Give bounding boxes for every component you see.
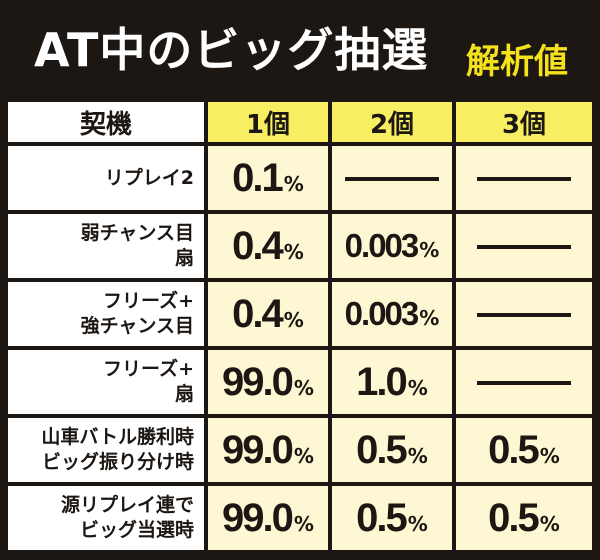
percent-unit: %	[293, 443, 314, 468]
probability-value: 0.003	[344, 227, 420, 264]
table-row: フリーズ+ 扇 99.0% 1.0%	[8, 350, 592, 414]
row-label-line: 扇	[174, 383, 194, 405]
value-cell	[456, 146, 592, 210]
dash-mark	[477, 381, 571, 385]
probability-value: 0.1	[232, 155, 284, 200]
probability-value: 0.5	[488, 495, 540, 540]
percent-unit: %	[539, 443, 560, 468]
table-header-row: 契機 1個 2個 3個	[8, 102, 592, 142]
row-label: フリーズ+ 扇	[8, 350, 204, 414]
page-subtitle: 解析値	[466, 42, 568, 82]
header-col-3: 3個	[456, 102, 592, 142]
value-cell	[456, 214, 592, 278]
probability-value: 99.0	[222, 359, 294, 404]
table-row: 弱チャンス目扇 0.4% 0.003%	[8, 214, 592, 278]
value-cell: 0.5%	[332, 486, 452, 550]
probability-value: 0.003	[344, 295, 420, 332]
value-cell: 0.4%	[208, 282, 328, 346]
dash-mark	[345, 177, 439, 181]
value-cell: 1.0%	[332, 350, 452, 414]
percent-unit: %	[283, 307, 304, 332]
probability-value: 0.5	[356, 427, 408, 472]
row-label-line: リプレイ2	[104, 166, 194, 189]
header-col-1: 1個	[208, 102, 328, 142]
value-cell	[332, 146, 452, 210]
table-row: リプレイ2 0.1%	[8, 146, 592, 210]
probability-value: 0.4	[232, 223, 284, 268]
row-label: 源リプレイ連でビッグ当選時	[8, 486, 204, 550]
value-cell	[456, 350, 592, 414]
row-label-line: 強チャンス目	[80, 315, 194, 337]
header-col-2: 2個	[332, 102, 452, 142]
value-cell: 0.1%	[208, 146, 328, 210]
value-cell: 99.0%	[208, 486, 328, 550]
row-label: フリーズ+ 強チャンス目	[8, 282, 204, 346]
percent-unit: %	[283, 171, 304, 196]
percent-unit: %	[283, 239, 304, 264]
table-row: 源リプレイ連で ビッグ当選時 99.0% 0.5% 0.5%	[8, 486, 592, 550]
value-cell: 0.5%	[456, 486, 592, 550]
row-label: 山車バトル勝利時 ビッグ振り分け時	[8, 418, 204, 482]
row-label-line: フリーズ+	[103, 358, 194, 380]
dash-mark	[477, 313, 571, 317]
percent-unit: %	[407, 443, 428, 468]
table-row: フリーズ+ 強チャンス目 0.4% 0.003%	[8, 282, 592, 346]
dash-mark	[477, 245, 571, 249]
probability-value: 0.5	[488, 427, 540, 472]
percent-unit: %	[539, 511, 560, 536]
probability-value: 1.0	[356, 359, 408, 404]
row-label-line: ビッグ当選時	[79, 519, 194, 541]
value-cell: 0.5%	[332, 418, 452, 482]
value-cell: 0.003%	[332, 214, 452, 278]
row-label-line: 弱チャンス目	[80, 222, 194, 244]
row-label-line: 源リプレイ連で	[60, 494, 194, 516]
page-title: AT中のビッグ抽選	[34, 23, 429, 77]
probability-value: 99.0	[222, 495, 294, 540]
percent-unit: %	[419, 238, 440, 262]
title-bar: AT中のビッグ抽選 解析値	[0, 0, 600, 90]
percent-unit: %	[293, 375, 314, 400]
header-trigger: 契機	[8, 102, 204, 142]
table-row: 山車バトル勝利時 ビッグ振り分け時 99.0% 0.5% 0.5%	[8, 418, 592, 482]
probability-value: 99.0	[222, 427, 294, 472]
probability-value: 0.4	[232, 291, 284, 336]
row-label-line: フリーズ+	[103, 290, 194, 312]
value-cell: 99.0%	[208, 418, 328, 482]
dash-mark	[477, 177, 571, 181]
probability-table: 契機 1個 2個 3個 リプレイ2 0.1% 弱チャンス目扇 0.4% 0.003% フリ…	[4, 98, 596, 554]
percent-unit: %	[419, 306, 440, 330]
value-cell: 0.4%	[208, 214, 328, 278]
table-body: リプレイ2 0.1% 弱チャンス目扇 0.4% 0.003% フリーズ+ 強チャンス目 0.4…	[8, 146, 592, 550]
row-label-line: 扇	[174, 247, 194, 269]
percent-unit: %	[293, 511, 314, 536]
row-label: 弱チャンス目扇	[8, 214, 204, 278]
value-cell: 0.003%	[332, 282, 452, 346]
value-cell: 0.5%	[456, 418, 592, 482]
percent-unit: %	[407, 375, 428, 400]
value-cell	[456, 282, 592, 346]
probability-value: 0.5	[356, 495, 408, 540]
row-label-line: 山車バトル勝利時	[41, 426, 194, 448]
row-label-line: ビッグ振り分け時	[41, 451, 194, 473]
percent-unit: %	[407, 511, 428, 536]
value-cell: 99.0%	[208, 350, 328, 414]
row-label: リプレイ2	[8, 146, 204, 210]
